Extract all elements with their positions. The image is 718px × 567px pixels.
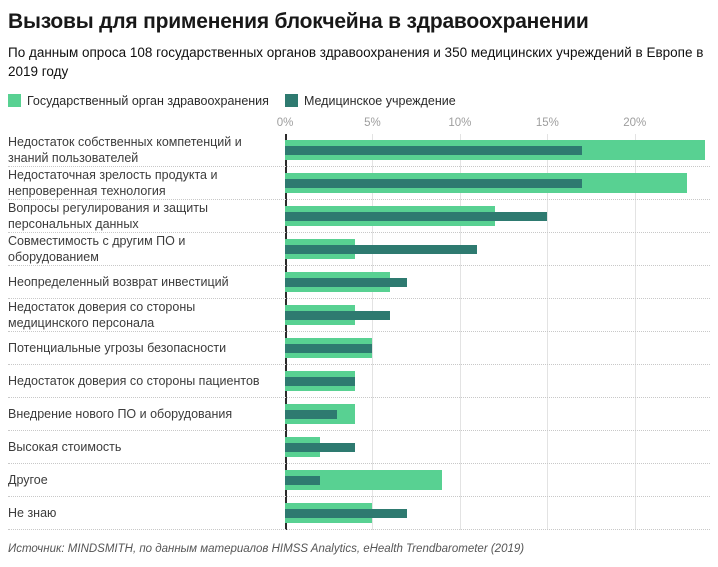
x-axis-tick: 0% (276, 116, 294, 129)
x-axis-tick: 10% (448, 116, 472, 129)
source-note: Источник: MINDSMITH, по данным материало… (8, 542, 525, 555)
medical-facility-bar (285, 475, 320, 485)
category-label: Внедрение нового ПО и оборудования (8, 406, 233, 421)
chart-title: Вызовы для применения блокчейна в здраво… (8, 10, 589, 33)
legend-item: Государственный орган здравоохранения (8, 94, 269, 108)
category-label: Недостаток доверия со стороны медицинско… (8, 299, 196, 330)
row-plot (285, 497, 710, 529)
chart-row: Неопределенный возврат инвестиций (8, 266, 710, 299)
medical-facility-bar (285, 409, 338, 419)
vertical-gridline (372, 133, 374, 530)
vertical-gridline (459, 133, 461, 530)
category-label: Совместимость с другим ПО и оборудование… (8, 233, 186, 264)
medical-facility-bar (285, 145, 583, 155)
chart-row: Недостаток собственных компетенций и зна… (8, 134, 710, 167)
category-label: Потенциальные угрозы безопасности (8, 340, 227, 355)
chart-row: Потенциальные угрозы безопасности (8, 332, 710, 365)
category-label: Другое (8, 472, 48, 487)
category-label: Вопросы регулирования и защиты персональ… (8, 200, 208, 231)
category-label: Недостаток доверия со стороны пациентов (8, 373, 260, 388)
chart-body: Недостаток собственных компетенций и зна… (8, 133, 710, 530)
chart-row: Вопросы регулирования и защиты персональ… (8, 200, 710, 233)
medical-facility-bar (285, 442, 355, 452)
chart-row: Недостаточная зрелость продукта и непров… (8, 167, 710, 200)
medical-facility-bar (285, 508, 408, 518)
category-label: Недостаточная зрелость продукта и непров… (8, 167, 218, 198)
medical-facility-bar (285, 343, 373, 353)
vertical-gridline (547, 133, 549, 530)
legend-label: Государственный орган здравоохранения (27, 93, 269, 108)
bar-chart: 0% 5% 10% 15% 20% Недостаток собственных ком… (8, 116, 710, 530)
legend-label: Медицинское учреждение (303, 93, 456, 108)
x-axis-tick: 15% (535, 116, 559, 129)
gridlines (285, 133, 710, 530)
row-plot (285, 332, 710, 364)
category-label: Недостаток собственных компетенций и зна… (8, 134, 242, 165)
row-plot (285, 167, 710, 199)
medical-facility-bar (285, 211, 548, 221)
row-plot (285, 134, 710, 166)
medical-facility-bar (285, 310, 390, 320)
category-label: Не знаю (8, 505, 57, 520)
chart-row: Недостаток доверия со стороны пациентов (8, 365, 710, 398)
vertical-gridline (634, 133, 636, 530)
chart-rows: Недостаток собственных компетенций и зна… (8, 134, 710, 530)
category-label: Высокая стоимость (8, 439, 122, 454)
legend-swatch (284, 94, 298, 108)
medical-facility-bar (285, 376, 355, 386)
row-plot (285, 233, 710, 265)
chart-row: Недостаток доверия со стороны медицинско… (8, 299, 710, 332)
legend: Государственный орган здравоохранения Мед… (8, 94, 710, 108)
x-axis-tick: 20% (623, 116, 647, 129)
medical-facility-bar (285, 277, 408, 287)
row-plot (285, 200, 710, 232)
x-axis-tick: 5% (364, 116, 381, 129)
medical-facility-bar (285, 178, 583, 188)
row-plot (285, 431, 710, 463)
legend-item: Медицинское учреждение (284, 93, 456, 108)
row-plot (285, 365, 710, 397)
chart-row: Не знаю (8, 497, 710, 530)
gov-health-body-bar (285, 469, 443, 490)
x-axis: 0% 5% 10% 15% 20% (277, 116, 710, 134)
chart-row: Высокая стоимость (8, 431, 710, 464)
chart-row: Совместимость с другим ПО и оборудование… (8, 233, 710, 266)
chart-row: Внедрение нового ПО и оборудования (8, 398, 710, 431)
zero-axis-line (285, 133, 287, 530)
medical-facility-bar (285, 244, 478, 254)
row-plot (285, 398, 710, 430)
legend-swatch (8, 94, 21, 108)
chart-row: Другое (8, 464, 710, 497)
row-plot (285, 266, 710, 298)
row-plot (285, 464, 710, 496)
chart-subtitle: По данным опроса 108 государственных орг… (8, 45, 704, 79)
category-label: Неопределенный возврат инвестиций (8, 274, 229, 289)
row-plot (285, 299, 710, 331)
